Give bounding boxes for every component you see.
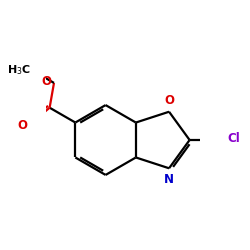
Text: H$_3$C: H$_3$C [7, 63, 31, 77]
Text: N: N [164, 173, 174, 186]
Text: O: O [18, 119, 28, 132]
Text: Cl: Cl [227, 132, 240, 145]
Text: O: O [41, 75, 51, 88]
Text: O: O [164, 94, 174, 107]
